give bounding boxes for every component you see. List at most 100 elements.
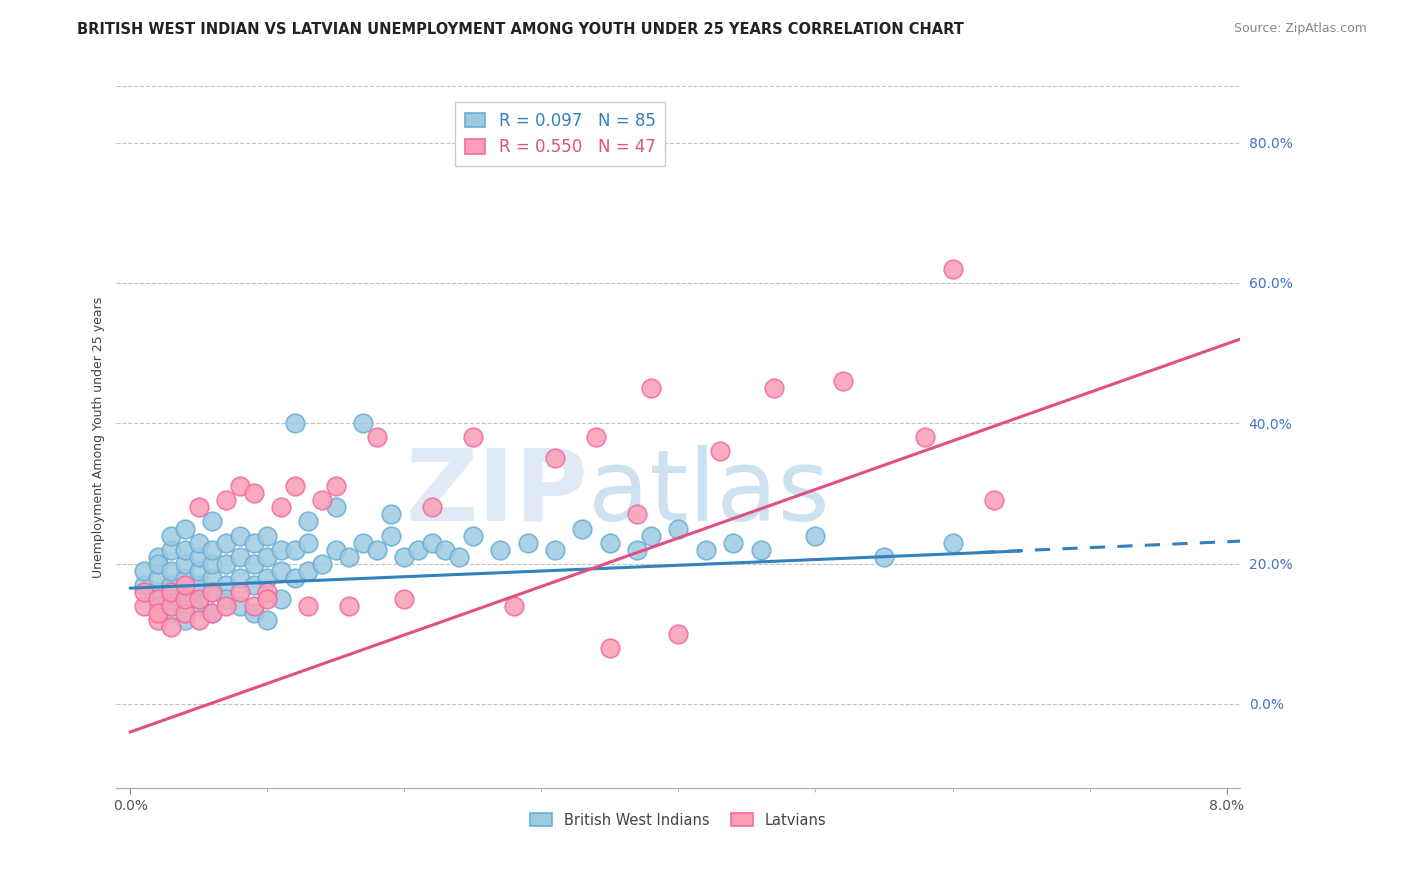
Point [201,584,224,599]
Point [242,486,264,500]
Point [146,557,169,571]
Point [242,557,264,571]
Point [914,430,936,444]
Point [187,613,209,627]
Point [187,549,209,564]
Point [215,591,238,606]
Point [270,542,292,557]
Point [242,599,264,613]
Point [352,535,374,549]
Point [434,542,457,557]
Point [873,549,896,564]
Point [201,557,224,571]
Point [585,430,607,444]
Point [420,535,443,549]
Point [132,564,155,578]
Point [599,535,621,549]
Point [174,577,197,591]
Point [160,591,183,606]
Point [749,542,772,557]
Point [187,591,209,606]
Point [339,599,361,613]
Point [146,584,169,599]
Point [640,528,662,542]
Point [229,599,252,613]
Point [174,584,197,599]
Point [695,542,717,557]
Point [201,606,224,620]
Point [723,535,745,549]
Point [461,528,484,542]
Point [215,535,238,549]
Point [201,606,224,620]
Point [174,542,197,557]
Point [366,430,388,444]
Point [187,500,209,515]
Point [146,613,169,627]
Point [256,591,278,606]
Point [941,535,963,549]
Point [242,577,264,591]
Point [256,571,278,585]
Point [215,599,238,613]
Point [201,571,224,585]
Point [626,508,648,522]
Point [160,528,183,542]
Point [187,591,209,606]
Point [256,584,278,599]
Point [160,620,183,634]
Point [640,381,662,395]
Point [339,549,361,564]
Point [831,374,853,388]
Text: BRITISH WEST INDIAN VS LATVIAN UNEMPLOYMENT AMONG YOUTH UNDER 25 YEARS CORRELATI: BRITISH WEST INDIAN VS LATVIAN UNEMPLOYM… [77,22,965,37]
Point [160,599,183,613]
Point [983,493,1005,508]
Point [132,599,155,613]
Point [311,493,333,508]
Point [709,444,731,458]
Point [215,557,238,571]
Point [187,535,209,549]
Point [668,521,690,535]
Point [229,571,252,585]
Point [187,577,209,591]
Point [394,549,416,564]
Point [284,571,307,585]
Point [215,577,238,591]
Point [187,599,209,613]
Point [297,564,319,578]
Point [242,606,264,620]
Point [325,479,347,493]
Point [187,564,209,578]
Legend: British West Indians, Latvians: British West Indians, Latvians [524,807,832,833]
Point [256,549,278,564]
Point [352,416,374,430]
Point [325,542,347,557]
Point [270,591,292,606]
Point [503,599,526,613]
Point [325,500,347,515]
Point [284,416,307,430]
Point [174,557,197,571]
Point [297,535,319,549]
Point [215,493,238,508]
Point [668,627,690,641]
Point [160,542,183,557]
Point [270,564,292,578]
Point [380,528,402,542]
Point [380,508,402,522]
Y-axis label: Unemployment Among Youth under 25 years: Unemployment Among Youth under 25 years [93,297,105,578]
Point [270,500,292,515]
Point [626,542,648,557]
Point [366,542,388,557]
Point [229,584,252,599]
Text: atlas: atlas [589,445,830,542]
Point [449,549,471,564]
Point [174,571,197,585]
Point [571,521,593,535]
Point [229,479,252,493]
Point [174,613,197,627]
Point [146,606,169,620]
Point [311,557,333,571]
Point [544,542,567,557]
